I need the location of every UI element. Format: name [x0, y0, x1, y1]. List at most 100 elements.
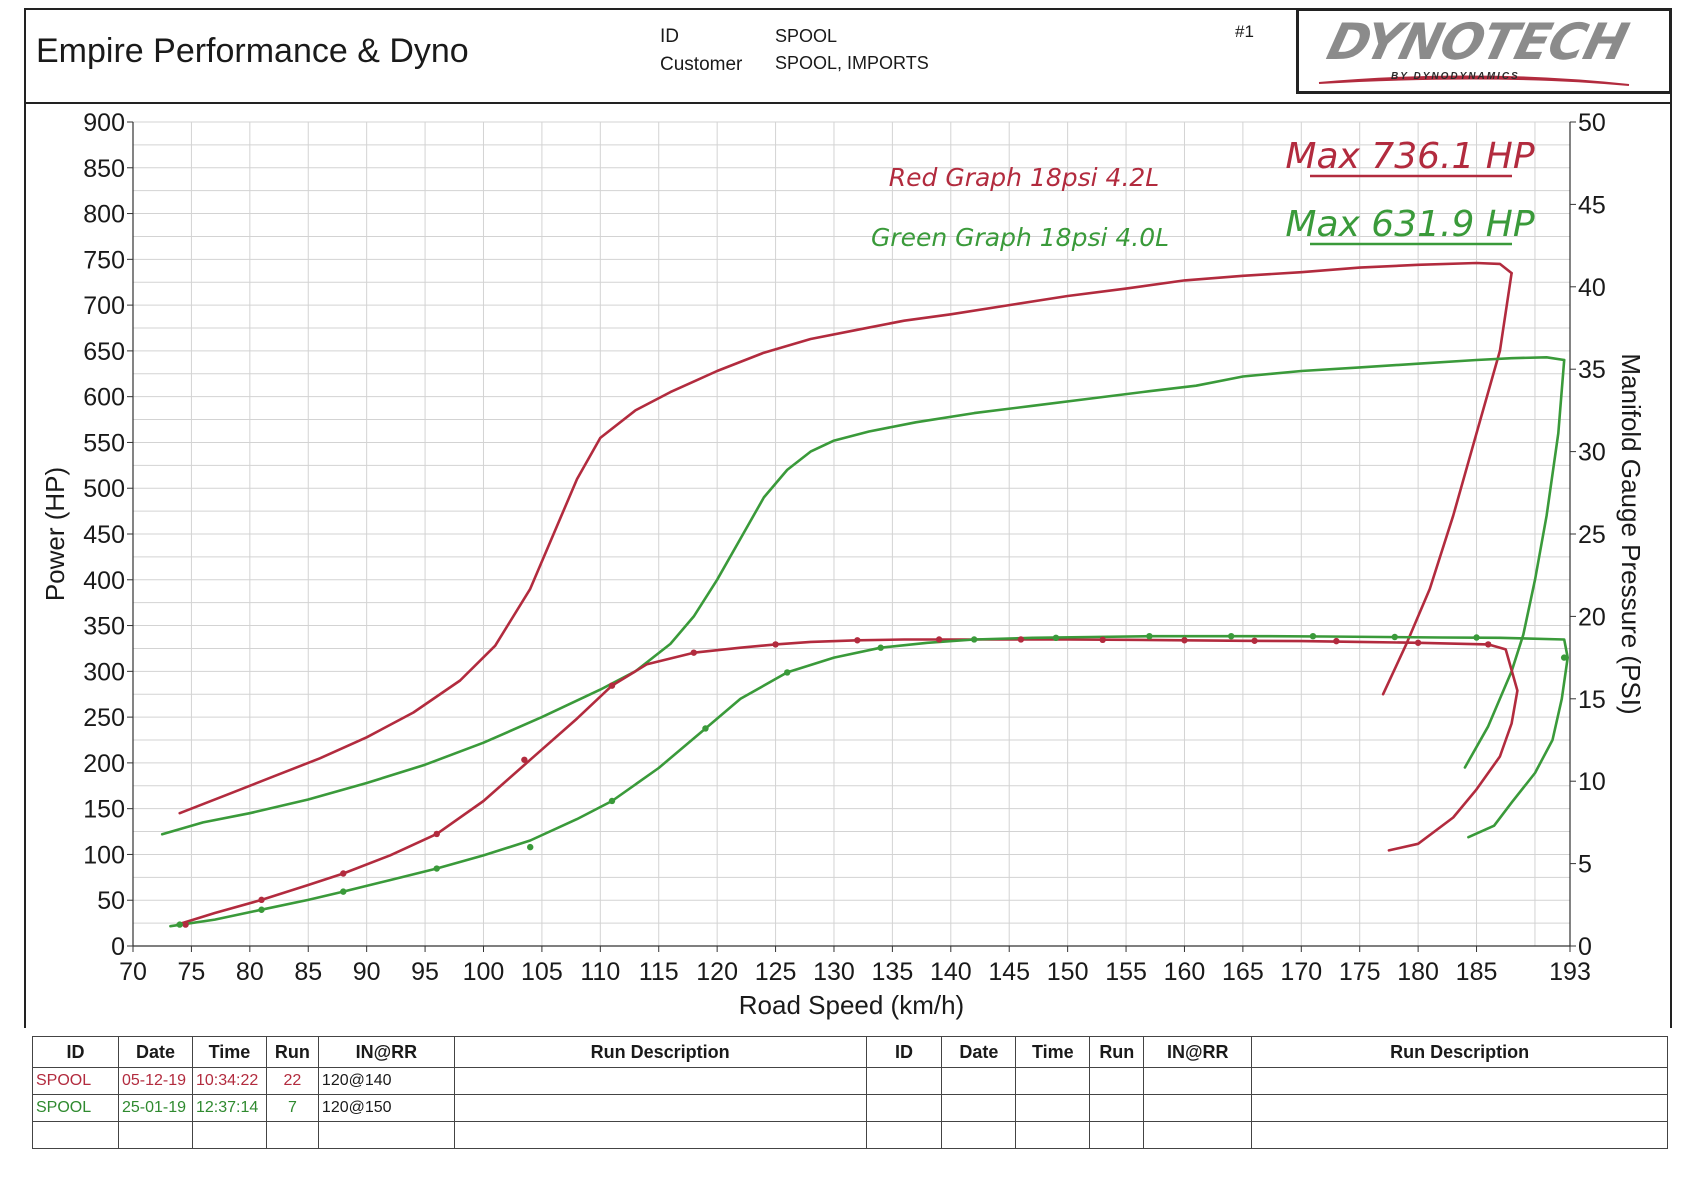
green-boost-marker — [1473, 634, 1480, 641]
x-tick-label: 155 — [1105, 958, 1147, 986]
x-tick-label: 90 — [353, 958, 381, 986]
y2-tick-label: 30 — [1578, 439, 1606, 467]
x-tick-label: 80 — [236, 958, 264, 986]
y-tick-label: 0 — [111, 933, 125, 961]
y-tick-label: 800 — [83, 201, 125, 229]
y-tick-label: 100 — [83, 841, 125, 869]
x-tick-label: 175 — [1339, 958, 1381, 986]
y2-tick-label: 5 — [1578, 851, 1592, 879]
x-tick-label: 85 — [294, 958, 322, 986]
x-tick-label: 70 — [119, 958, 147, 986]
y-tick-label: 900 — [83, 109, 125, 137]
x-tick-label: 95 — [411, 958, 439, 986]
col-run-description: Run Description — [453, 1036, 867, 1068]
green-boost-marker — [1146, 632, 1153, 640]
red-boost-marker — [1017, 636, 1025, 643]
x-axis-label: Road Speed (km/h) — [739, 990, 964, 1020]
x-tick-label: 160 — [1164, 958, 1206, 986]
row-inrr: 120@140 — [317, 1067, 455, 1095]
y2-tick-label: 35 — [1578, 356, 1606, 384]
x-tick-label: 115 — [639, 958, 679, 986]
col-run: Run — [265, 1036, 319, 1068]
green-boost-marker — [702, 725, 709, 732]
red-boost-marker — [935, 636, 943, 643]
id-label: ID — [660, 26, 679, 47]
row-inrr: 120@150 — [317, 1094, 455, 1122]
row-run: 22 — [265, 1067, 319, 1095]
x-tick-label: 110 — [580, 958, 620, 986]
green-boost-marker — [527, 843, 534, 851]
green-boost-marker — [1391, 633, 1398, 641]
y-tick-label: 250 — [83, 704, 125, 732]
y2-tick-label: 40 — [1578, 274, 1606, 302]
row-id: SPOOL — [32, 1067, 119, 1095]
row-time: 12:37:14 — [191, 1094, 267, 1122]
red-boost-marker — [690, 649, 697, 656]
y-tick-label: 400 — [83, 567, 125, 595]
red-boost-marker — [1181, 637, 1188, 644]
red-boost-marker — [1099, 636, 1106, 644]
green-boost-marker — [784, 669, 791, 676]
y-tick-label: 450 — [83, 521, 125, 549]
green-power-line — [160, 355, 1566, 836]
y-axis-label: Power (HP) — [40, 467, 70, 601]
green-boost-marker — [176, 921, 183, 928]
green-boost-marker — [1052, 634, 1060, 642]
green-boost-marker — [433, 865, 440, 872]
id-value: SPOOL — [775, 26, 838, 46]
x-tick-label: 165 — [1222, 958, 1264, 986]
y-tick-label: 500 — [83, 475, 125, 503]
customer-value: SPOOL, IMPORTS — [775, 53, 929, 73]
red-boost-marker — [258, 896, 265, 904]
row-id: SPOOL — [32, 1094, 119, 1122]
x-tick-label: 193 — [1549, 958, 1591, 986]
green-graph-label: Green Graph 18psi 4.0L — [871, 223, 1169, 252]
row-date: 05-12-19 — [117, 1067, 193, 1095]
col-time-2: Time — [1015, 1036, 1091, 1068]
green-boost-marker — [608, 797, 616, 805]
x-tick-label: 120 — [696, 958, 738, 986]
company-name: Empire Performance & Dyno — [36, 32, 469, 70]
y-tick-label: 300 — [83, 658, 125, 686]
green-boost-marker — [970, 636, 978, 643]
dyno-chart: 0501001502002503003504004505005506006507… — [40, 109, 1646, 1020]
y2-tick-label: 15 — [1578, 686, 1606, 714]
row-time: 10:34:22 — [191, 1067, 267, 1095]
red-boost-marker — [1414, 639, 1422, 646]
green-boost-marker — [258, 906, 265, 913]
run-table-header: ID Date Time Run IN@RR Run Description I… — [32, 1036, 1668, 1068]
red-boost-marker — [854, 637, 861, 644]
x-tick-label: 75 — [178, 958, 206, 986]
x-tick-label: 140 — [930, 958, 972, 986]
row-run: 7 — [265, 1094, 319, 1122]
col-time: Time — [191, 1036, 267, 1068]
row-description — [453, 1067, 867, 1095]
red-boost-marker — [608, 682, 616, 689]
x-tick-label: 180 — [1397, 958, 1439, 986]
green-boost-marker — [1560, 654, 1568, 661]
y2-tick-label: 20 — [1578, 603, 1606, 631]
col-date: Date — [117, 1036, 193, 1068]
red-boost-marker — [433, 830, 440, 838]
y-tick-label: 600 — [83, 384, 125, 412]
y2-tick-label: 10 — [1578, 768, 1606, 796]
x-tick-label: 130 — [813, 958, 855, 986]
x-tick-label: 170 — [1280, 958, 1322, 986]
x-tick-label: 150 — [1047, 958, 1089, 986]
green-boost-marker — [1309, 632, 1317, 640]
red-boost-marker — [1251, 637, 1258, 644]
x-tick-label: 105 — [521, 958, 563, 986]
customer-label: Customer — [660, 54, 743, 75]
x-tick-label: 125 — [755, 958, 797, 986]
y-tick-label: 350 — [83, 613, 125, 641]
red-boost-marker — [182, 921, 189, 928]
green-max-label: Max 631.9 HP — [1285, 204, 1534, 245]
col-inrr-2: IN@RR — [1143, 1036, 1253, 1068]
y2-tick-label: 50 — [1578, 109, 1606, 137]
col-id: ID — [32, 1036, 119, 1068]
chart-frame — [24, 102, 1672, 1028]
logo-swoosh-icon — [1318, 75, 1630, 86]
y-tick-label: 750 — [83, 246, 125, 274]
green-boost-marker — [1227, 632, 1235, 640]
x-tick-label: 185 — [1456, 958, 1498, 986]
